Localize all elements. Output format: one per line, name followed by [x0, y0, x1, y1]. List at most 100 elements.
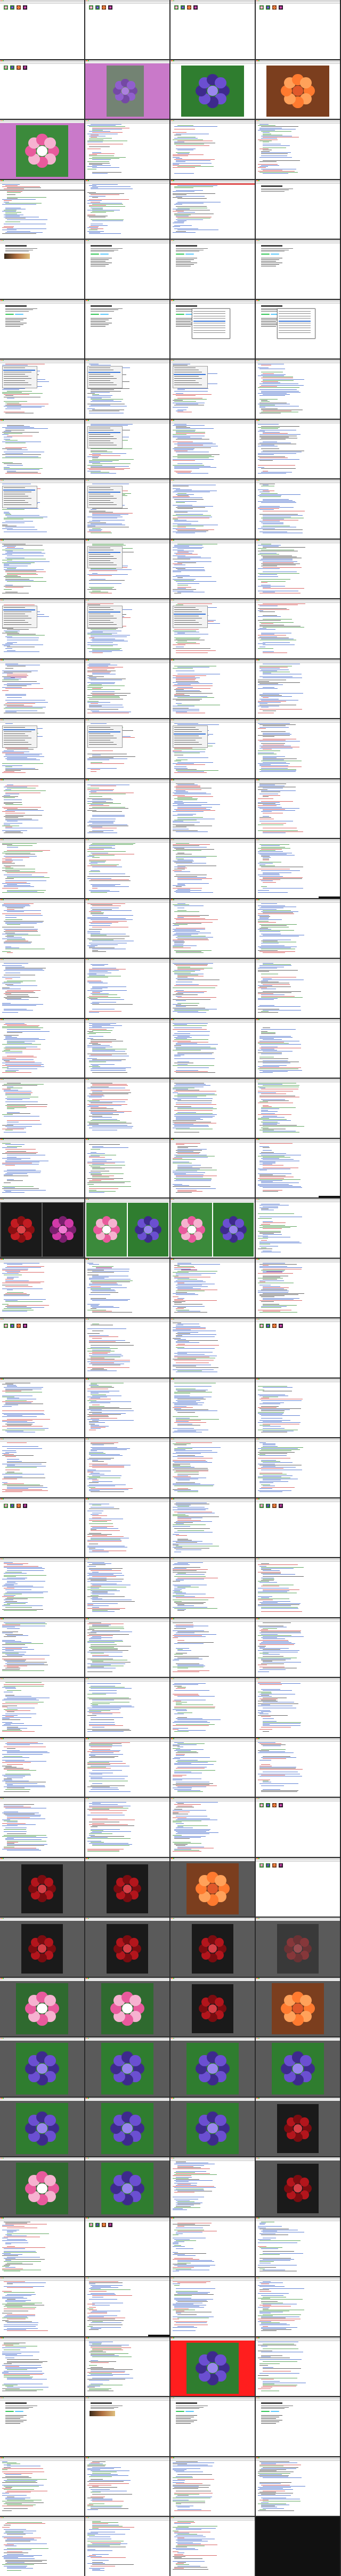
- code-line[interactable]: [4, 803, 14, 804]
- screenshot-frame[interactable]: [0, 60, 84, 119]
- editor-toolbar[interactable]: [0, 601, 84, 603]
- window-content[interactable]: [85, 483, 169, 539]
- code-line[interactable]: [176, 1152, 200, 1153]
- code-line[interactable]: [89, 847, 116, 849]
- window-content[interactable]: [170, 1681, 255, 1737]
- code-line[interactable]: [89, 1412, 102, 1413]
- code-line[interactable]: [87, 648, 121, 649]
- code-line[interactable]: [89, 871, 100, 872]
- file-browser-panel[interactable]: [2, 366, 37, 388]
- window-content[interactable]: [256, 303, 340, 359]
- code-line[interactable]: [177, 724, 219, 725]
- maximize-icon[interactable]: [3, 1438, 4, 1439]
- code-line[interactable]: [177, 879, 202, 881]
- code-line[interactable]: [176, 231, 186, 232]
- code-line[interactable]: [7, 581, 46, 582]
- code-line[interactable]: [176, 426, 186, 427]
- code-line[interactable]: [261, 1460, 276, 1461]
- code-line[interactable]: [4, 1189, 46, 1191]
- minimize-icon[interactable]: [2, 420, 3, 421]
- window-content[interactable]: [85, 1621, 169, 1677]
- editor-toolbar[interactable]: [85, 960, 169, 963]
- code-line[interactable]: [92, 1030, 113, 1031]
- maximize-icon[interactable]: [88, 1558, 89, 1559]
- code-line[interactable]: [5, 472, 41, 474]
- code-line[interactable]: [5, 643, 13, 644]
- code-line[interactable]: [176, 1710, 187, 1711]
- file-entry[interactable]: [89, 487, 110, 488]
- code-line[interactable]: [92, 1004, 133, 1005]
- close-icon[interactable]: [171, 959, 172, 960]
- code-line[interactable]: [87, 456, 99, 458]
- code-line[interactable]: [89, 1408, 132, 1409]
- code-line[interactable]: [261, 153, 288, 154]
- code-line[interactable]: [87, 1566, 96, 1567]
- code-line[interactable]: [92, 159, 111, 160]
- code-line[interactable]: [7, 1744, 30, 1745]
- code-line[interactable]: [173, 928, 206, 930]
- window-content[interactable]: [85, 543, 169, 599]
- code-line[interactable]: [92, 514, 128, 515]
- code-line[interactable]: [5, 1760, 46, 1762]
- file-entry[interactable]: [89, 502, 113, 503]
- code-line[interactable]: [177, 1067, 209, 1069]
- code-line[interactable]: [89, 911, 102, 912]
- file-entry[interactable]: [174, 380, 196, 381]
- code-line[interactable]: [92, 394, 99, 395]
- code-line[interactable]: [263, 382, 281, 384]
- code-line[interactable]: [7, 1422, 35, 1423]
- code-line[interactable]: [2, 1420, 33, 1421]
- code-line[interactable]: [173, 1709, 186, 1710]
- code-line[interactable]: [87, 388, 129, 389]
- code-line[interactable]: [263, 877, 303, 878]
- code-line[interactable]: [177, 1340, 218, 1341]
- editor-toolbar[interactable]: [170, 61, 255, 64]
- editor-toolbar[interactable]: [0, 421, 84, 423]
- code-line[interactable]: [263, 1085, 300, 1086]
- code-line[interactable]: [177, 1447, 221, 1448]
- window-content[interactable]: [85, 303, 169, 359]
- code-line[interactable]: [89, 185, 96, 186]
- code-line[interactable]: [173, 1635, 202, 1636]
- code-line[interactable]: [89, 1755, 95, 1756]
- code-line[interactable]: [4, 1791, 30, 1792]
- code-line[interactable]: [173, 1338, 181, 1339]
- code-line[interactable]: [259, 879, 280, 881]
- code-line[interactable]: [258, 700, 287, 702]
- code-line[interactable]: [176, 145, 210, 146]
- screenshot-frame[interactable]: [170, 719, 255, 778]
- code-line[interactable]: [173, 164, 179, 165]
- code-line[interactable]: [173, 576, 212, 577]
- code-line[interactable]: [91, 904, 112, 905]
- code-line[interactable]: [5, 984, 13, 985]
- file-entry[interactable]: [4, 620, 25, 621]
- window-content[interactable]: [170, 902, 255, 958]
- code-line[interactable]: [176, 1333, 191, 1334]
- code-line[interactable]: [91, 1447, 117, 1448]
- code-line[interactable]: [177, 757, 208, 758]
- window-content[interactable]: [170, 1561, 255, 1617]
- code-line[interactable]: [258, 1682, 281, 1683]
- file-browser-panel[interactable]: [87, 366, 123, 388]
- code-line[interactable]: [177, 185, 217, 186]
- close-icon[interactable]: [171, 60, 172, 61]
- code-line[interactable]: [258, 1386, 288, 1387]
- code-line[interactable]: [2, 509, 25, 510]
- code-line[interactable]: [263, 1071, 288, 1072]
- code-line[interactable]: [176, 1188, 216, 1189]
- code-line[interactable]: [87, 1762, 109, 1763]
- code-line[interactable]: [174, 924, 188, 925]
- code-line[interactable]: [174, 1449, 185, 1450]
- selected-file-row[interactable]: [174, 374, 206, 375]
- editor-toolbar[interactable]: [256, 1020, 340, 1023]
- close-icon[interactable]: [256, 420, 257, 421]
- code-line[interactable]: [89, 1340, 125, 1341]
- minimize-icon[interactable]: [172, 180, 173, 181]
- code-line[interactable]: [177, 1610, 184, 1611]
- code-line[interactable]: [92, 802, 113, 803]
- code-line[interactable]: [259, 386, 278, 387]
- code-line[interactable]: [91, 762, 102, 763]
- code-line[interactable]: [89, 205, 107, 206]
- code-line[interactable]: [261, 870, 301, 871]
- code-line[interactable]: [87, 589, 117, 590]
